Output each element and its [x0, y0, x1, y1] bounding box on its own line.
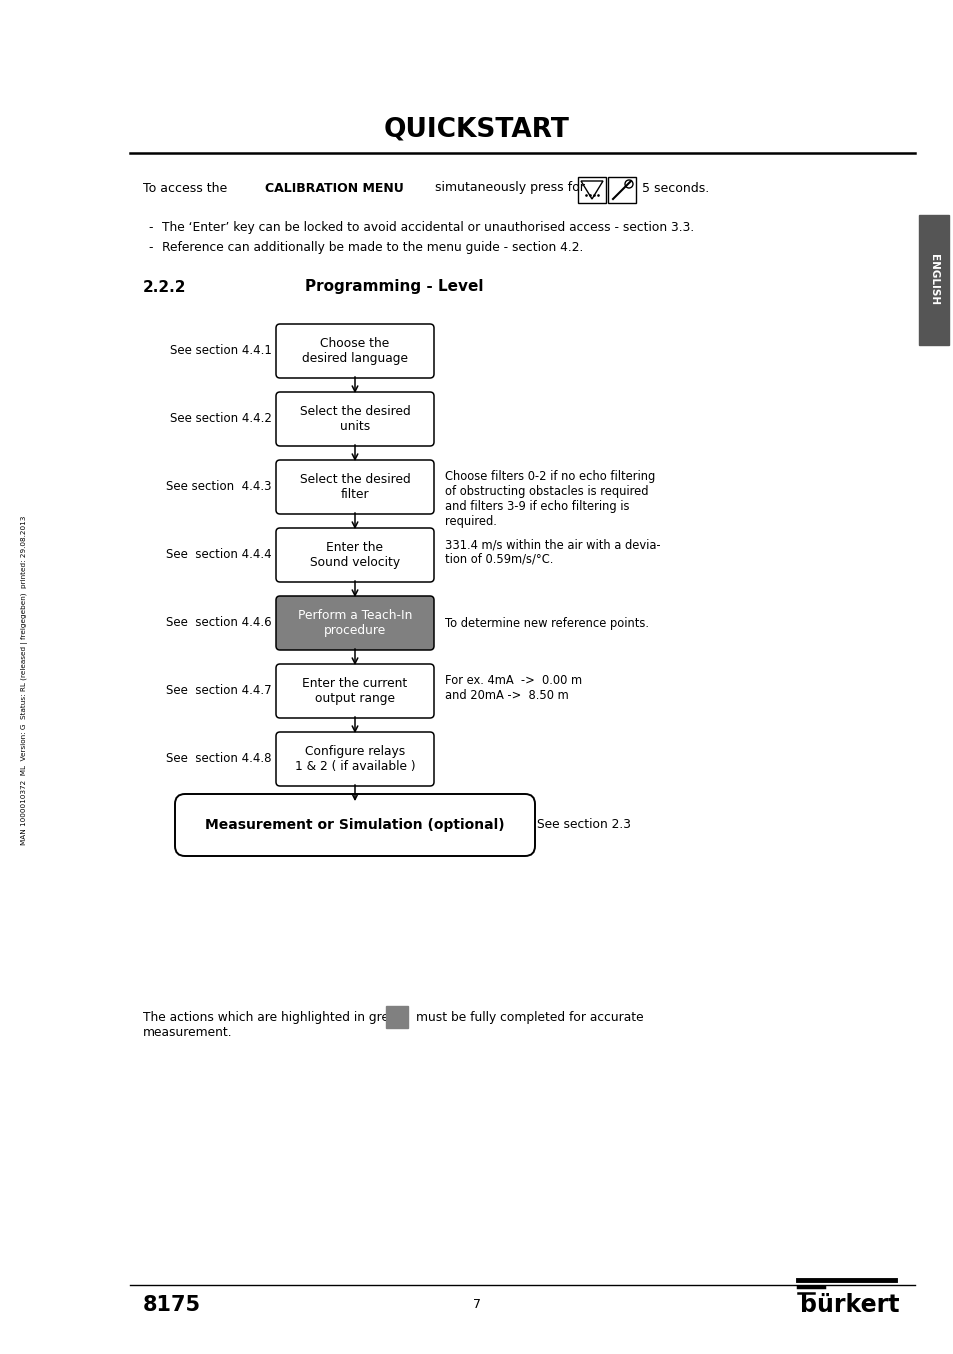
Text: 5 seconds.: 5 seconds. [641, 181, 708, 195]
Text: Select the desired
filter: Select the desired filter [299, 473, 410, 501]
Text: -: - [148, 222, 152, 234]
Text: See  section 4.4.4: See section 4.4.4 [166, 548, 272, 562]
Bar [918, 215, 948, 345]
Text: CALIBRATION MENU: CALIBRATION MENU [265, 181, 403, 195]
FancyBboxPatch shape [275, 733, 434, 787]
Text: See section  4.4.3: See section 4.4.3 [167, 481, 272, 493]
Text: Reference can additionally be made to the menu guide - section 4.2.: Reference can additionally be made to th… [162, 241, 583, 255]
Text: See  section 4.4.7: See section 4.4.7 [166, 685, 272, 697]
Text: ENGLISH: ENGLISH [928, 255, 938, 306]
Text: -: - [148, 241, 152, 255]
FancyBboxPatch shape [275, 528, 434, 582]
Text: Enter the current
output range: Enter the current output range [302, 677, 407, 705]
Text: See section 2.3: See section 2.3 [537, 819, 630, 831]
Text: measurement.: measurement. [143, 1025, 233, 1039]
Bar [386, 1006, 408, 1028]
Text: Enter the
Sound velocity: Enter the Sound velocity [310, 542, 399, 569]
Text: QUICKSTART: QUICKSTART [384, 116, 569, 144]
Text: To determine new reference points.: To determine new reference points. [444, 616, 648, 630]
Text: To access the: To access the [143, 181, 231, 195]
Text: The ‘Enter’ key can be locked to avoid accidental or unauthorised access - secti: The ‘Enter’ key can be locked to avoid a… [162, 222, 694, 234]
Text: Configure relays
1 & 2 ( if available ): Configure relays 1 & 2 ( if available ) [294, 745, 415, 773]
Text: See  section 4.4.6: See section 4.4.6 [166, 616, 272, 630]
Text: Choose filters 0-2 if no echo filtering
of obstructing obstacles is required
and: Choose filters 0-2 if no echo filtering … [444, 470, 655, 528]
Text: Measurement or Simulation (optional): Measurement or Simulation (optional) [205, 818, 504, 831]
Text: For ex. 4mA  ->  0.00 m
and 20mA ->  8.50 m: For ex. 4mA -> 0.00 m and 20mA -> 8.50 m [444, 674, 581, 701]
Bar [607, 177, 636, 203]
Text: The actions which are highlighted in grey: The actions which are highlighted in gre… [143, 1010, 395, 1024]
Text: 331.4 m/s within the air with a devia-
tion of 0.59m/s/°C.: 331.4 m/s within the air with a devia- t… [444, 538, 659, 566]
FancyBboxPatch shape [275, 393, 434, 445]
Text: Select the desired
units: Select the desired units [299, 405, 410, 433]
Text: See  section 4.4.8: See section 4.4.8 [167, 753, 272, 765]
Text: must be fully completed for accurate: must be fully completed for accurate [416, 1010, 643, 1024]
FancyBboxPatch shape [275, 663, 434, 718]
FancyBboxPatch shape [174, 793, 535, 856]
FancyBboxPatch shape [275, 460, 434, 515]
FancyBboxPatch shape [275, 596, 434, 650]
Text: bürkert: bürkert [800, 1293, 899, 1317]
Text: simutaneously press for: simutaneously press for [435, 181, 584, 195]
Text: 8175: 8175 [143, 1294, 201, 1315]
Text: Perform a Teach-In
procedure: Perform a Teach-In procedure [297, 609, 412, 636]
Text: 2.2.2: 2.2.2 [143, 279, 186, 295]
Text: See section 4.4.1: See section 4.4.1 [170, 344, 272, 357]
Text: MAN 1000010372  ML  Version: G  Status: RL (released | freigegeben)  printed: 29: MAN 1000010372 ML Version: G Status: RL … [22, 516, 29, 845]
Text: Choose the
desired language: Choose the desired language [302, 337, 408, 366]
FancyBboxPatch shape [275, 324, 434, 378]
Text: See section 4.4.2: See section 4.4.2 [170, 413, 272, 425]
Text: Programming - Level: Programming - Level [305, 279, 483, 295]
Bar [578, 177, 605, 203]
Text: 7: 7 [473, 1298, 480, 1312]
